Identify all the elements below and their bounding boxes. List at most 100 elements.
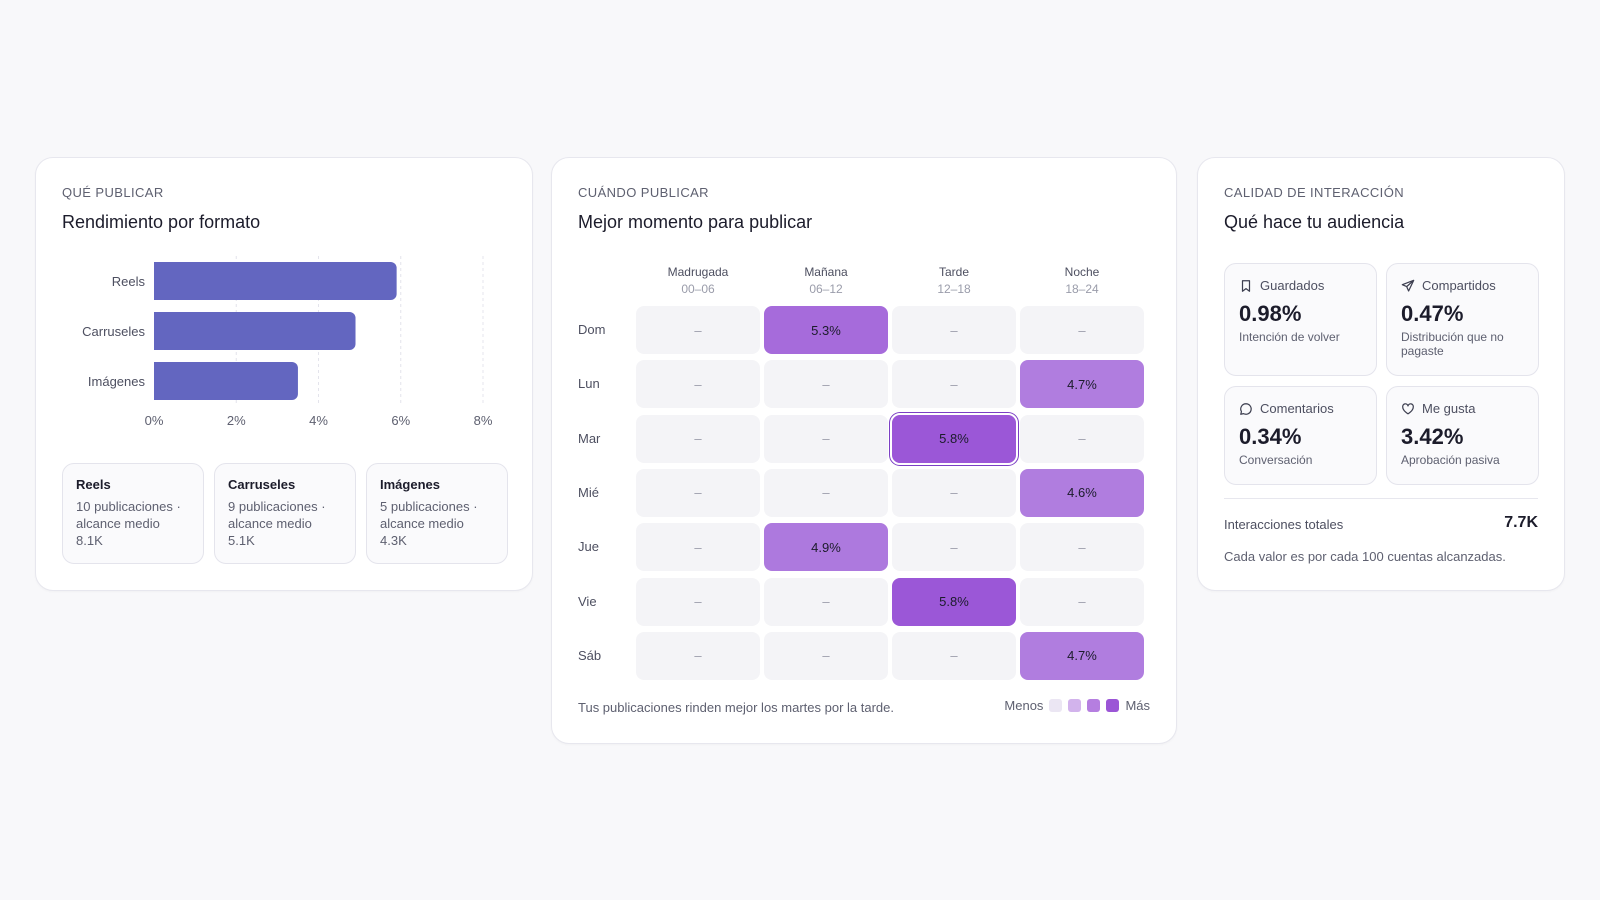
total-interactions-value: 7.7K <box>1504 514 1538 531</box>
when-eyebrow: CUÁNDO PUBLICAR <box>578 185 709 200</box>
bar-1 <box>154 262 397 300</box>
format-desc: 9 publicaciones · alcance medio 5.1K <box>228 499 326 548</box>
when-title: Mejor momento para publicar <box>578 212 813 232</box>
bar-2 <box>154 312 356 350</box>
metric-comentarios: Comentarios 0.34% Conversación <box>1224 386 1377 485</box>
formats-eyebrow: QUÉ PUBLICAR <box>62 185 164 200</box>
heatmap-cell[interactable]: – <box>892 360 1016 409</box>
metric-label: Compartidos <box>1422 278 1496 293</box>
format-bar-chart: 0% 2% 4% 6% 8% Reels Carruseles Imágenes <box>82 256 493 428</box>
format-name: Reels <box>76 477 111 492</box>
metric-desc: Distribución que no pagaste <box>1401 330 1504 358</box>
heatmap-cell[interactable]: 4.9% <box>764 523 888 572</box>
formats-title: Rendimiento por formato <box>62 212 261 232</box>
heatmap-cell[interactable]: – <box>892 631 1016 680</box>
column-range: 06–12 <box>809 282 843 296</box>
day-label: Vie <box>578 593 597 609</box>
bar-3 <box>154 362 298 400</box>
quality-eyebrow: CALIDAD DE INTERACCIÓN <box>1224 185 1404 200</box>
heatmap-cell[interactable]: – <box>636 306 760 354</box>
divider <box>1224 498 1538 499</box>
heatmap-cell[interactable]: – <box>1020 306 1144 354</box>
day-label: Sáb <box>578 647 602 663</box>
heatmap-cell[interactable]: – <box>1020 414 1144 463</box>
heatmap-cell[interactable]: – <box>1020 523 1144 572</box>
heatmap-cell[interactable]: – <box>636 523 760 572</box>
column-range: 12–18 <box>937 282 971 296</box>
heatmap-cell[interactable]: – <box>764 577 888 626</box>
metric-value: 0.98% <box>1239 301 1302 326</box>
metric-desc: Conversación <box>1239 453 1313 467</box>
heatmap-cell[interactable]: – <box>764 414 888 463</box>
metric-value: 0.47% <box>1401 301 1464 326</box>
heatmap-cell[interactable]: 4.6% <box>1020 468 1144 517</box>
heatmap-cell[interactable]: 5.3% <box>764 306 888 354</box>
column-name: Noche <box>1064 265 1100 279</box>
legend-swatch <box>1049 699 1063 712</box>
category-label: Imágenes <box>88 374 146 389</box>
column-header: Noche 18–24 <box>1020 264 1144 298</box>
format-card-reels: Reels 10 publicaciones · alcance medio 8… <box>62 463 204 564</box>
column-header: Tarde 12–18 <box>892 264 1016 298</box>
metric-desc: Aprobación pasiva <box>1401 453 1500 467</box>
format-desc: 5 publicaciones · alcance medio 4.3K <box>380 499 478 548</box>
quality-note: Cada valor es por cada 100 cuentas alcan… <box>1224 549 1506 564</box>
format-name: Carruseles <box>228 477 296 492</box>
x-tick-label: 4% <box>309 413 328 428</box>
metric-label: Comentarios <box>1260 401 1334 416</box>
heart-icon <box>1402 402 1414 414</box>
column-range: 18–24 <box>1065 282 1099 296</box>
quality-title: Qué hace tu audiencia <box>1224 212 1405 232</box>
column-name: Mañana <box>804 265 848 279</box>
x-tick-label: 2% <box>227 413 246 428</box>
column-header: Mañana 06–12 <box>764 264 888 298</box>
heatmap-insight: Tus publicaciones rinden mejor los marte… <box>578 700 894 715</box>
heatmap-cell[interactable]: – <box>636 577 760 626</box>
heatmap-cell[interactable]: – <box>1020 577 1144 626</box>
heatmap-cell[interactable]: – <box>636 631 760 680</box>
heatmap-cell[interactable]: – <box>764 631 888 680</box>
metric-compartidos: Compartidos 0.47% Distribución que no pa… <box>1386 263 1539 376</box>
heatmap-cell[interactable]: 4.7% <box>1020 360 1144 409</box>
metric-me-gusta: Me gusta 3.42% Aprobación pasiva <box>1386 386 1539 485</box>
metric-label: Me gusta <box>1422 401 1476 416</box>
format-name: Imágenes <box>380 477 440 492</box>
metric-label: Guardados <box>1260 278 1325 293</box>
heatmap-cell[interactable]: – <box>636 414 760 463</box>
legend-less-label: Menos <box>1004 698 1044 713</box>
heatmap-legend: Menos Más <box>1004 698 1150 713</box>
metric-guardados: Guardados 0.98% Intención de volver <box>1224 263 1377 376</box>
category-label: Carruseles <box>82 324 145 339</box>
heatmap-cell[interactable]: – <box>636 468 760 517</box>
x-tick-label: 6% <box>391 413 410 428</box>
x-tick-label: 0% <box>145 413 164 428</box>
day-label: Dom <box>578 322 606 337</box>
heatmap-cell[interactable]: – <box>892 468 1016 517</box>
heatmap-cell[interactable]: – <box>636 360 760 409</box>
bookmark-icon <box>1241 279 1251 292</box>
metric-value: 0.34% <box>1239 424 1302 449</box>
day-label: Jue <box>578 539 599 555</box>
column-name: Tarde <box>938 265 970 279</box>
heatmap-cell[interactable]: 5.8% <box>890 412 1018 465</box>
metric-desc: Intención de volver <box>1239 330 1340 344</box>
heatmap-cell[interactable]: – <box>892 523 1016 572</box>
day-label: Lun <box>578 376 600 392</box>
heatmap-cell[interactable]: – <box>764 468 888 517</box>
metric-value: 3.42% <box>1401 424 1464 449</box>
format-desc: 10 publicaciones · alcance medio 8.1K <box>76 499 181 548</box>
send-icon <box>1401 279 1415 292</box>
comment-icon <box>1240 402 1252 415</box>
column-range: 00–06 <box>681 282 715 296</box>
day-label: Mié <box>578 484 599 500</box>
heatmap-cell[interactable]: 4.7% <box>1020 631 1144 680</box>
heatmap-cell[interactable]: – <box>892 306 1016 354</box>
heatmap-cell[interactable]: 5.8% <box>892 577 1016 626</box>
day-label: Mar <box>578 430 601 446</box>
quality-card: CALIDAD DE INTERACCIÓN Qué hace tu audie… <box>1197 157 1565 591</box>
legend-swatch <box>1106 699 1120 712</box>
total-interactions-label: Interacciones totales <box>1224 517 1344 532</box>
x-tick-label: 8% <box>474 413 493 428</box>
formats-card: QUÉ PUBLICAR Rendimiento por formato 0% 2… <box>35 157 533 591</box>
heatmap-cell[interactable]: – <box>764 360 888 409</box>
